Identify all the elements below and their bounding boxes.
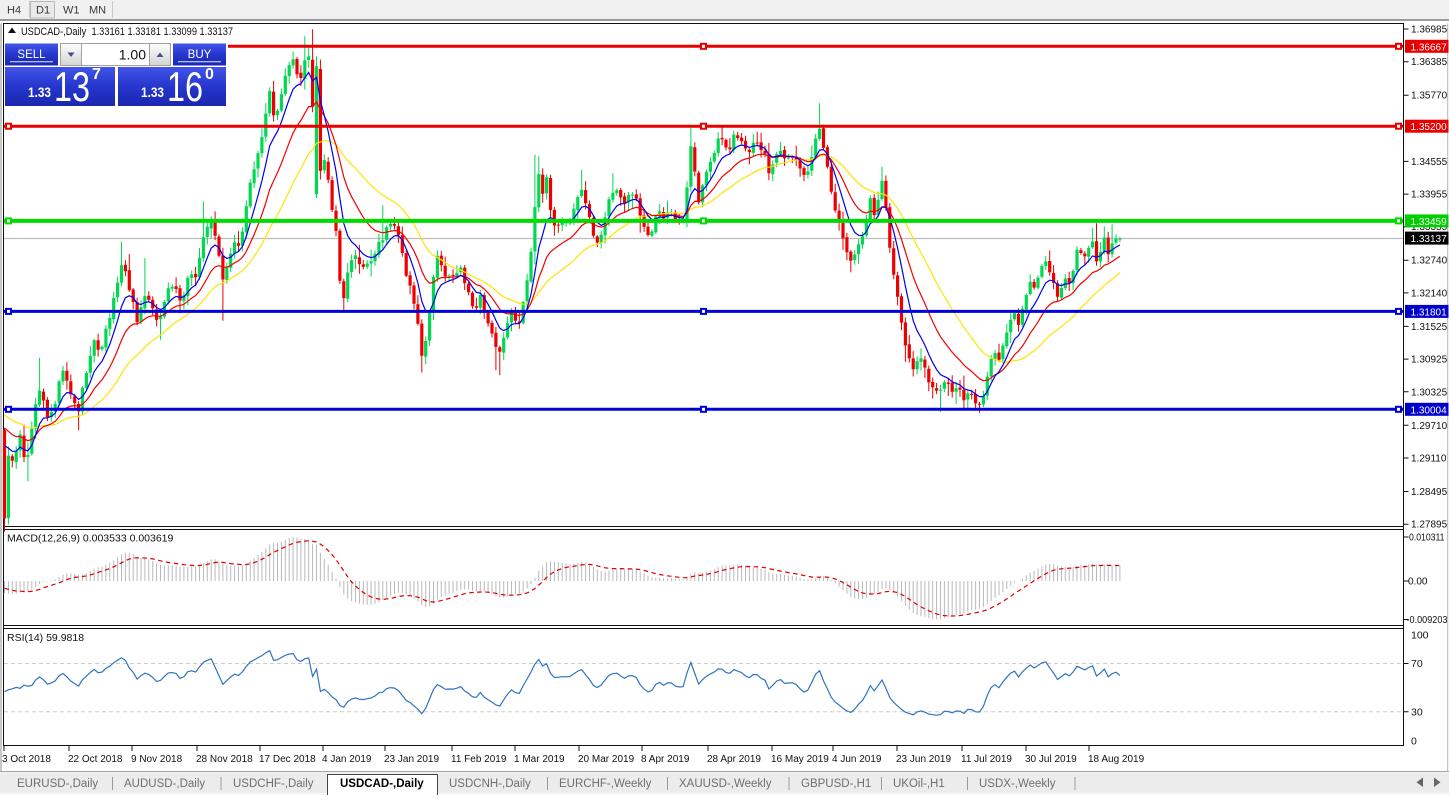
- svg-text:1.00: 1.00: [119, 47, 146, 63]
- svg-text:EURCHF-,Weekly: EURCHF-,Weekly: [559, 778, 652, 790]
- svg-text:MACD(12,26,9) 0.003533 0.00361: MACD(12,26,9) 0.003533 0.003619: [7, 533, 174, 545]
- svg-text:100: 100: [1411, 630, 1429, 642]
- svg-text:SELL: SELL: [17, 49, 46, 61]
- svg-text:1.29110: 1.29110: [1411, 454, 1447, 465]
- svg-text:1 Mar 2019: 1 Mar 2019: [514, 754, 565, 765]
- svg-text:28 Apr 2019: 28 Apr 2019: [707, 754, 761, 765]
- svg-text:1.33955: 1.33955: [1411, 190, 1448, 201]
- svg-text:1.30925: 1.30925: [1411, 355, 1448, 366]
- svg-text:30 Jul 2019: 30 Jul 2019: [1025, 754, 1077, 765]
- svg-text:4 Jan 2019: 4 Jan 2019: [322, 754, 372, 765]
- svg-text:RSI(14) 59.9818: RSI(14) 59.9818: [7, 632, 84, 644]
- svg-text:W1: W1: [63, 5, 80, 17]
- svg-text:1.33: 1.33: [141, 85, 164, 100]
- svg-text:USDCHF-,Daily: USDCHF-,Daily: [233, 778, 314, 790]
- svg-text:D1: D1: [36, 5, 50, 17]
- svg-text:1.33137: 1.33137: [1411, 234, 1448, 245]
- svg-text:1.30004: 1.30004: [1411, 405, 1448, 416]
- svg-text:11 Feb 2019: 11 Feb 2019: [451, 754, 507, 765]
- svg-text:0: 0: [205, 66, 214, 83]
- svg-text:1.32740: 1.32740: [1411, 256, 1448, 267]
- svg-text:1.31525: 1.31525: [1411, 322, 1448, 333]
- svg-text:8 Apr 2019: 8 Apr 2019: [641, 754, 690, 765]
- svg-text:1.30325: 1.30325: [1411, 387, 1448, 398]
- svg-text:23 Jun 2019: 23 Jun 2019: [896, 754, 951, 765]
- svg-text:EURUSD-,Daily: EURUSD-,Daily: [17, 778, 98, 790]
- svg-text:1.34555: 1.34555: [1411, 157, 1448, 168]
- svg-text:0.00: 0.00: [1408, 577, 1428, 588]
- svg-text:1.36667: 1.36667: [1411, 42, 1448, 53]
- svg-text:USDCAD-,Daily: USDCAD-,Daily: [340, 778, 424, 790]
- svg-text:1.28495: 1.28495: [1411, 487, 1448, 498]
- svg-text:70: 70: [1411, 658, 1423, 670]
- svg-text:11 Jul 2019: 11 Jul 2019: [961, 754, 1012, 765]
- svg-text:H4: H4: [7, 5, 21, 17]
- svg-text:1.33: 1.33: [28, 85, 51, 100]
- svg-text:UKOil-,H1: UKOil-,H1: [893, 778, 945, 790]
- svg-text:1.31801: 1.31801: [1411, 307, 1448, 318]
- svg-text:17 Dec 2018: 17 Dec 2018: [259, 754, 316, 765]
- svg-text:AUDUSD-,Daily: AUDUSD-,Daily: [124, 778, 205, 790]
- svg-text:30: 30: [1411, 706, 1423, 718]
- svg-text:1.33355: 1.33355: [1411, 222, 1448, 233]
- svg-text:22 Oct 2018: 22 Oct 2018: [68, 754, 123, 765]
- svg-text:1.29710: 1.29710: [1411, 421, 1448, 432]
- svg-text:1.35770: 1.35770: [1411, 91, 1448, 102]
- svg-text:0.010311: 0.010311: [1409, 533, 1445, 544]
- svg-text:1.32140: 1.32140: [1411, 288, 1448, 299]
- svg-text:9 Nov 2018: 9 Nov 2018: [131, 754, 183, 765]
- svg-text:13: 13: [54, 63, 90, 110]
- svg-text:USDCNH-,Daily: USDCNH-,Daily: [449, 778, 531, 790]
- svg-text:4 Jun 2019: 4 Jun 2019: [832, 754, 882, 765]
- svg-text:23 Jan 2019: 23 Jan 2019: [384, 754, 439, 765]
- svg-text:18 Aug 2019: 18 Aug 2019: [1088, 754, 1145, 765]
- svg-text:20 Mar 2019: 20 Mar 2019: [578, 754, 635, 765]
- svg-text:3 Oct 2018: 3 Oct 2018: [2, 754, 51, 765]
- svg-text:1.36985: 1.36985: [1411, 25, 1448, 36]
- svg-text:1.27895: 1.27895: [1411, 520, 1448, 531]
- svg-text:1.36385: 1.36385: [1411, 57, 1448, 68]
- svg-text:GBPUSD-,H1: GBPUSD-,H1: [801, 778, 871, 790]
- svg-text:XAUUSD-,Weekly: XAUUSD-,Weekly: [679, 778, 772, 790]
- svg-text:7: 7: [92, 66, 101, 83]
- svg-text:MN: MN: [89, 5, 106, 17]
- svg-text:USDX-,Weekly: USDX-,Weekly: [979, 778, 1056, 790]
- svg-text:28 Nov 2018: 28 Nov 2018: [196, 754, 253, 765]
- svg-text:0: 0: [1411, 736, 1417, 748]
- svg-text:16: 16: [167, 63, 203, 110]
- svg-text:BUY: BUY: [188, 49, 212, 61]
- svg-text:16 May 2019: 16 May 2019: [771, 754, 829, 765]
- svg-text:-0.009203: -0.009203: [1407, 615, 1448, 626]
- svg-text:1.35200: 1.35200: [1411, 122, 1448, 133]
- svg-text:USDCAD-,Daily 1.33161 1.33181: USDCAD-,Daily 1.33161 1.33181 1.33099 1.…: [21, 26, 233, 38]
- svg-text:1.33459: 1.33459: [1411, 217, 1448, 228]
